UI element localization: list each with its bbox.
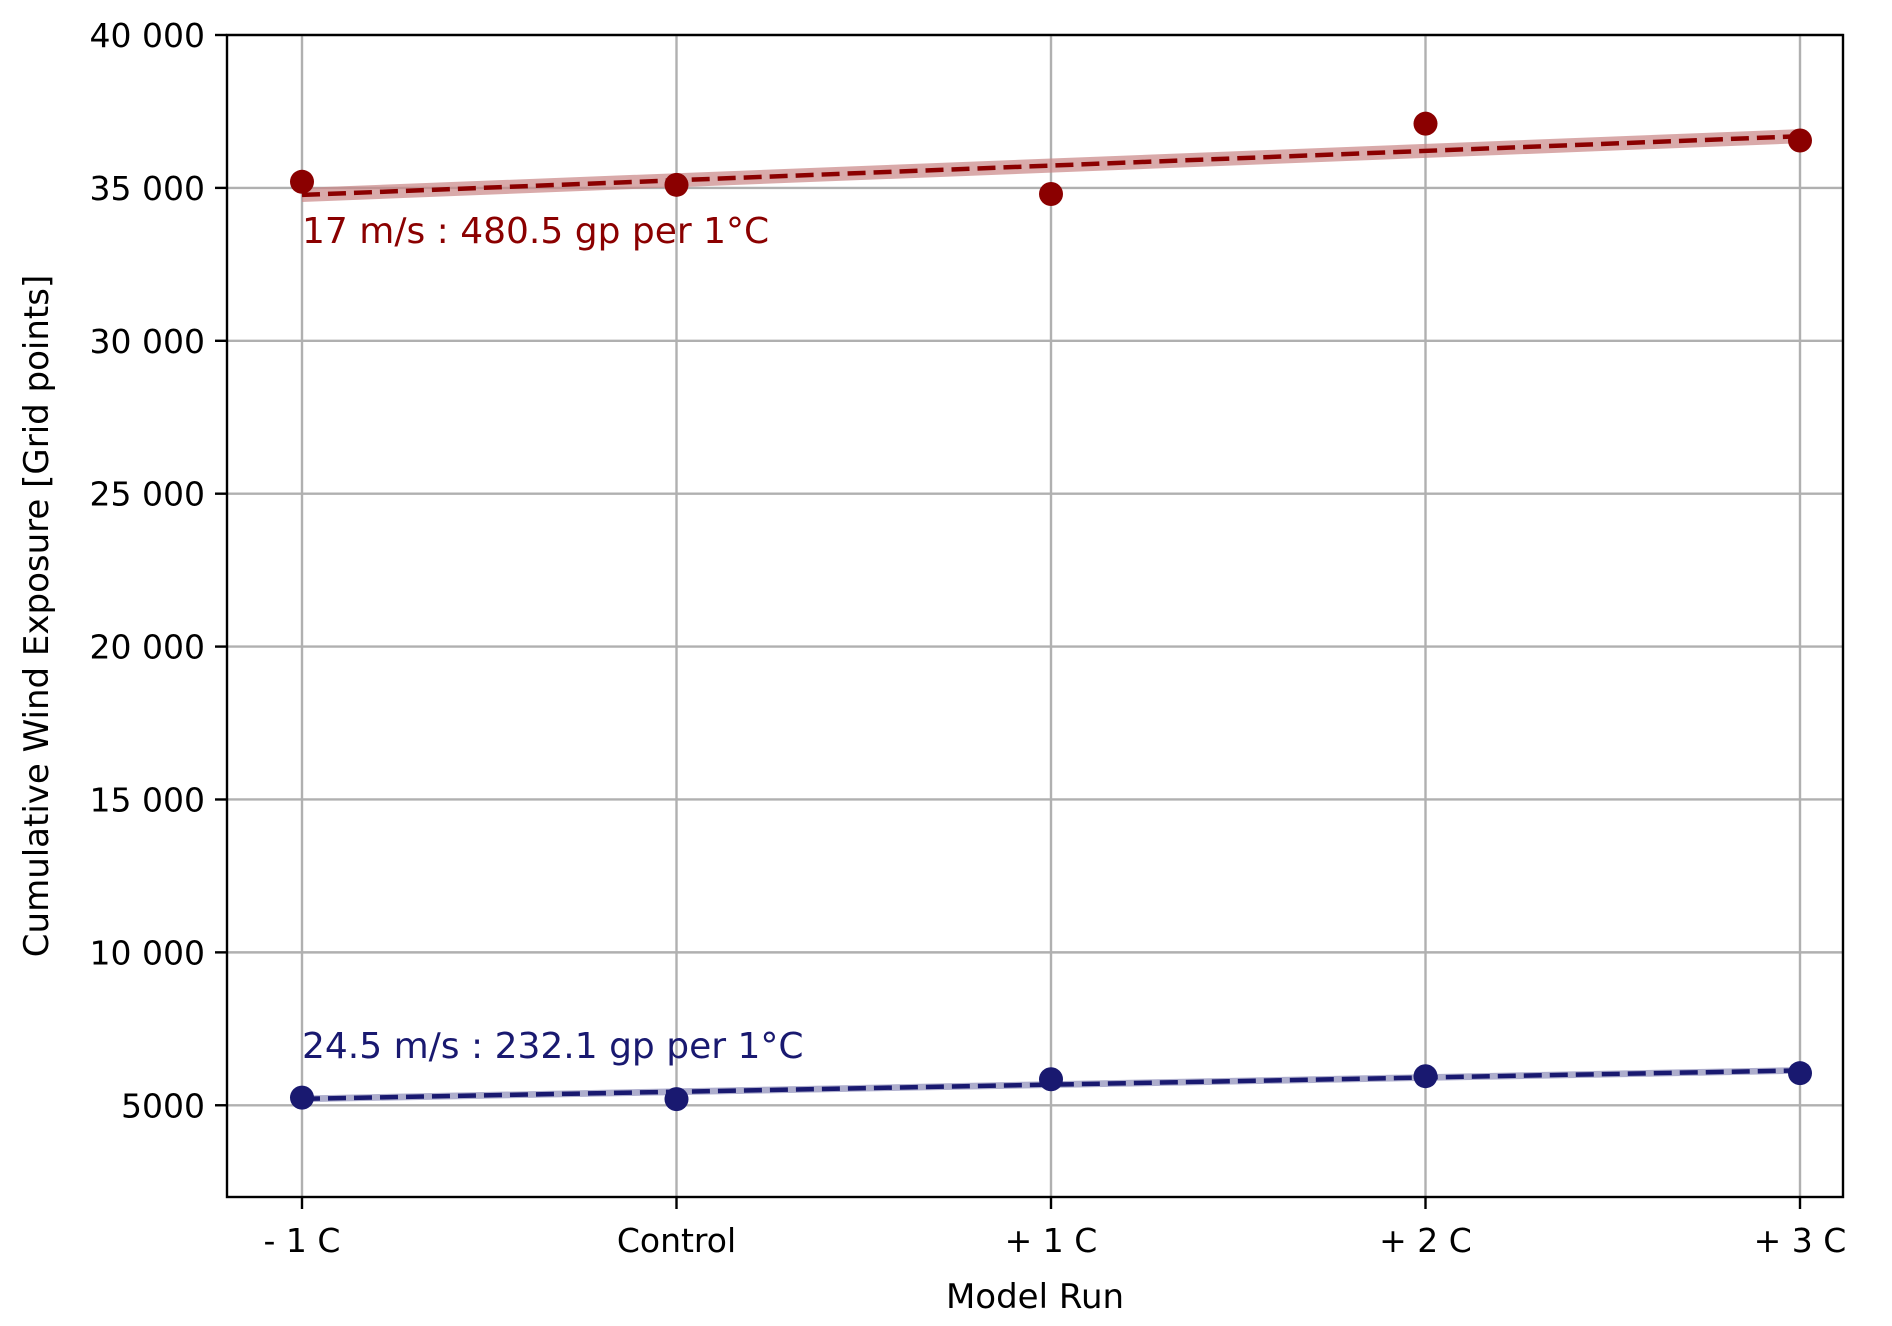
trend-annotation: 24.5 m/s : 232.1 gp per 1°C [302,1026,804,1067]
data-point [1413,111,1438,136]
x-tick-label: - 1 C [264,1221,341,1260]
y-tick-label: 15 000 [90,780,205,819]
x-tick-label: + 1 C [1005,1221,1098,1260]
data-point [1413,1064,1438,1089]
x-tick-label: + 3 C [1754,1221,1847,1260]
annotations: 17 m/s : 480.5 gp per 1°C 24.5 m/s : 232.… [302,211,804,1067]
y-tick-label: 5000 [121,1086,205,1125]
y-tick-label: 40 000 [90,16,205,55]
plot-frame [225,33,1845,1199]
grid-lines [227,33,1843,1197]
y-axis-label: Cumulative Wind Exposure [Grid points] [17,275,57,957]
data-points [290,111,1812,1112]
x-tick-label: Control [617,1221,736,1260]
trend-line [301,1068,1801,1102]
trend-lines [301,133,1801,1102]
x-tick-label: + 2 C [1379,1221,1472,1260]
x-axis-label: Model Run [946,1277,1124,1317]
y-tick-label: 25 000 [90,475,205,514]
y-tick-label: 35 000 [90,169,205,208]
axis-ticks: - 1 C Control + 1 C + 2 C + 3 C 5000 10 000 15 … [90,16,1847,1260]
y-tick-label: 30 000 [90,322,205,361]
data-point [1039,182,1063,207]
data-point [290,1085,314,1110]
data-point [664,172,689,197]
data-point [1788,1061,1812,1086]
data-point [1788,128,1812,153]
y-tick-label: 20 000 [90,628,205,667]
y-tick-label: 10 000 [90,933,205,972]
data-point [1039,1067,1063,1092]
trend-annotation: 17 m/s : 480.5 gp per 1°C [302,211,769,252]
trend-line [301,133,1801,198]
data-point [664,1087,689,1112]
data-point [290,169,314,194]
